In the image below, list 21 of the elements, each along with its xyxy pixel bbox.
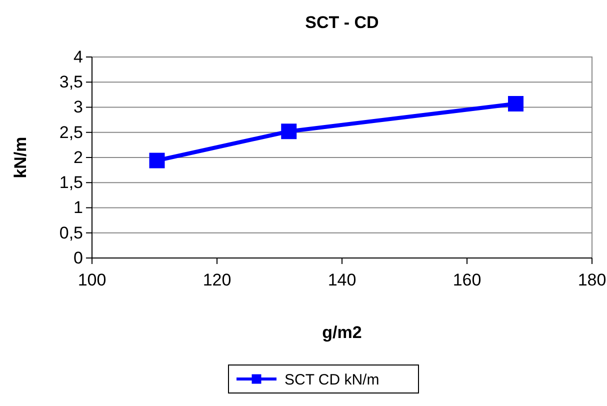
y-tick-label: 3 bbox=[74, 98, 83, 117]
y-tick-label: 0,5 bbox=[59, 223, 83, 242]
x-tick-label: 180 bbox=[578, 270, 606, 290]
y-tick-label: 2 bbox=[74, 148, 83, 167]
y-tick-label: 4 bbox=[74, 47, 83, 66]
x-tick-label: 160 bbox=[452, 270, 482, 290]
point bbox=[149, 152, 165, 168]
y-tick-label: 1,5 bbox=[59, 173, 83, 192]
point bbox=[508, 96, 524, 112]
x-axis-title: g/m2 bbox=[322, 323, 362, 342]
y-tick-label: 0 bbox=[74, 248, 83, 268]
y-axis-title: kN/m bbox=[11, 136, 30, 178]
y-tick-label: 2,5 bbox=[59, 122, 83, 142]
y-tick-label: 3,5 bbox=[59, 72, 83, 92]
x-tick-label: 100 bbox=[78, 270, 106, 290]
chart-title: SCT - CD bbox=[305, 13, 379, 32]
point bbox=[281, 124, 297, 140]
x-tick-label: 120 bbox=[202, 270, 232, 290]
y-tick-label: 1 bbox=[74, 198, 83, 218]
legend-label: SCT CD kN/m bbox=[284, 371, 380, 388]
x-tick-label: 140 bbox=[328, 270, 356, 290]
